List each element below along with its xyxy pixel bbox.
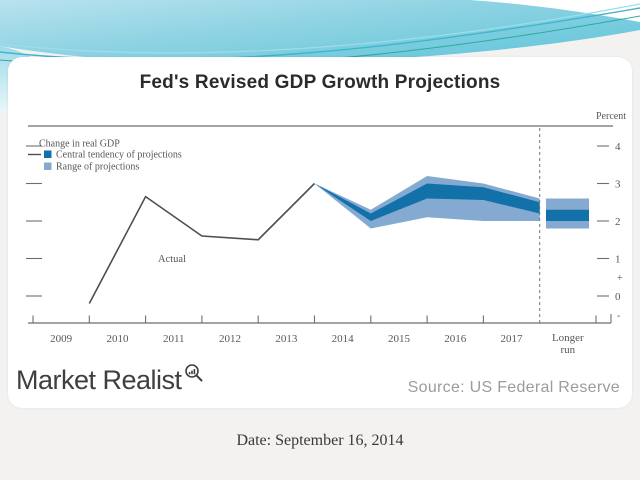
legend-label-central-tendency: Central tendency of projections: [56, 150, 182, 161]
x-tick-label: 2012: [219, 333, 241, 345]
source-text: Source: US Federal Reserve: [407, 379, 620, 396]
x-tick-label-run: run: [561, 344, 576, 356]
y-tick-label: 2: [615, 216, 621, 228]
y-minus-mark: -: [617, 310, 620, 321]
legend-swatch-range: [44, 162, 52, 170]
banner-white-wedge: [470, 0, 640, 22]
banner-teal-mass: [0, 0, 640, 65]
banner-stroke-light: [0, 3, 640, 54]
y-tick-label: 0: [615, 291, 621, 303]
x-tick-label-longer: Longer: [552, 332, 584, 344]
content-card: Fed's Revised GDP Growth Projections Act…: [8, 57, 632, 408]
y-plus-mark: +: [617, 273, 623, 284]
x-tick-label: 2011: [163, 333, 185, 345]
x-tick-label: 2016: [444, 333, 467, 345]
y-tick-label: 3: [615, 179, 621, 191]
x-tick-label: 2010: [106, 333, 129, 345]
longer-run-central-tendency-block: [546, 209, 589, 221]
percent-label: Percent: [596, 111, 626, 122]
actual-gdp-line: [88, 182, 316, 304]
y-tick-label: 4: [615, 141, 621, 153]
chart-title: Fed's Revised GDP Growth Projections: [139, 72, 501, 93]
date-caption: Date: September 16, 2014: [236, 432, 404, 449]
x-tick-label: 2017: [501, 333, 524, 345]
chart-area: Actual 4 3 2 1 0 + - Percent 2009 2010 2011 2012 2013…: [8, 105, 628, 357]
x-tick-label: 2015: [388, 333, 411, 345]
magnifier-chart-icon: [184, 364, 203, 382]
gdp-projections-chart: Actual 4 3 2 1 0 + - Percent 2009 2010 2011 2012 2013…: [26, 111, 626, 356]
y-tick-label: 1: [615, 254, 621, 266]
x-tick-label: 2013: [275, 333, 298, 345]
legend-label-change-in-real-gdp: Change in real GDP: [39, 139, 120, 150]
brand-logo: Market Realist: [16, 364, 204, 395]
x-tick-label: 2009: [50, 333, 73, 345]
central-tendency-band: [314, 183, 540, 221]
brand-name: Market Realist: [16, 365, 182, 395]
legend-swatch-central-tendency: [44, 150, 52, 158]
legend-label-range: Range of projections: [56, 162, 139, 173]
actual-annotation: Actual: [158, 254, 186, 265]
x-tick-label: 2014: [332, 333, 355, 345]
